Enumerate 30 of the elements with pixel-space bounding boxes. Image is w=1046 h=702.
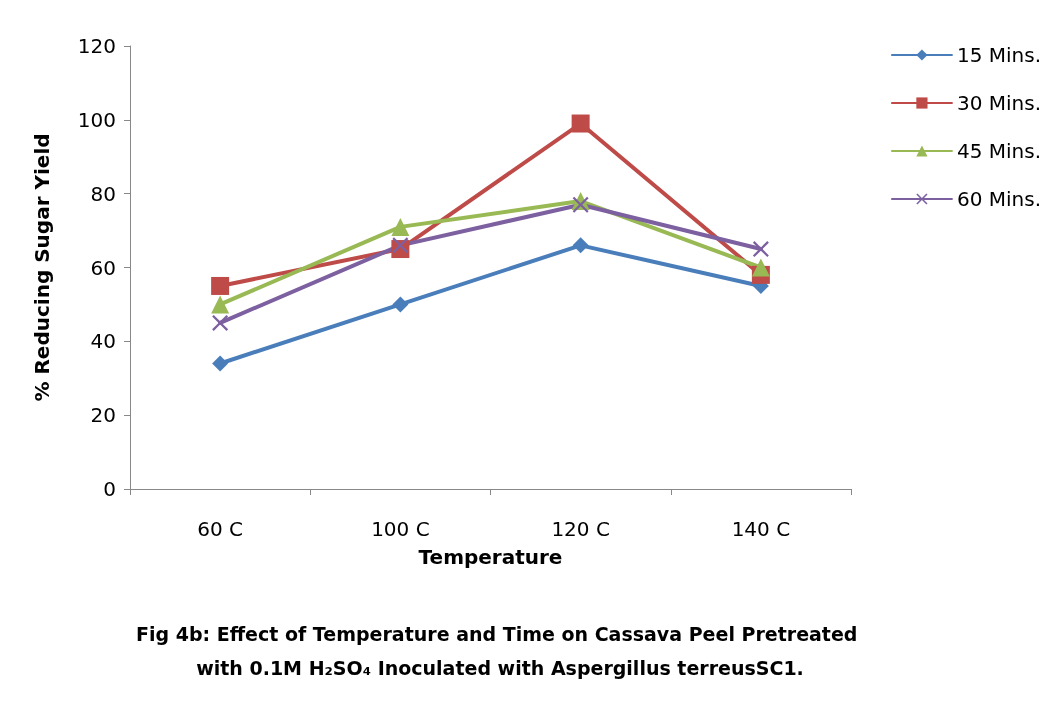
text: Fig 4b: Effect of Temperature and Time on Cassava Peel Pretreated with 0.1M H₂SO₄ Inoculated with Aspergillus terreusSC1. — [135, 623, 865, 679]
y-tick-label: 20 — [90, 403, 116, 428]
y-axis-title: % Reducing Sugar Yield — [30, 133, 54, 402]
point — [572, 237, 589, 254]
point — [212, 314, 229, 331]
legend-label: 60 Mins. — [956, 187, 1042, 211]
y-tick-label: 120 — [77, 34, 116, 58]
x-tick-label: 120 C — [551, 517, 610, 541]
x-axis-title: Temperature — [418, 545, 563, 569]
point — [211, 295, 230, 314]
y-tick-label: 0 — [103, 477, 116, 501]
y-tick-label: 80 — [90, 181, 116, 206]
point — [392, 237, 409, 254]
point — [211, 276, 230, 295]
y-tick-label: 40 — [90, 329, 116, 354]
y-tick-label: 60 — [90, 255, 116, 280]
legend-label: 45 Mins. — [956, 139, 1042, 163]
legend-label: 30 Mins. — [956, 91, 1042, 115]
point — [571, 114, 590, 133]
point — [751, 258, 770, 277]
point — [391, 217, 410, 236]
x-tick-label: 100 C — [371, 517, 430, 541]
point — [752, 241, 769, 258]
y-tick-label: 100 — [77, 107, 116, 132]
x-tick-label: 60 C — [197, 517, 244, 541]
point — [392, 296, 409, 313]
x-tick-label: 140 C — [731, 517, 791, 541]
point — [212, 355, 229, 372]
legend-label: 15 Mins. — [956, 43, 1042, 67]
point — [572, 196, 589, 213]
